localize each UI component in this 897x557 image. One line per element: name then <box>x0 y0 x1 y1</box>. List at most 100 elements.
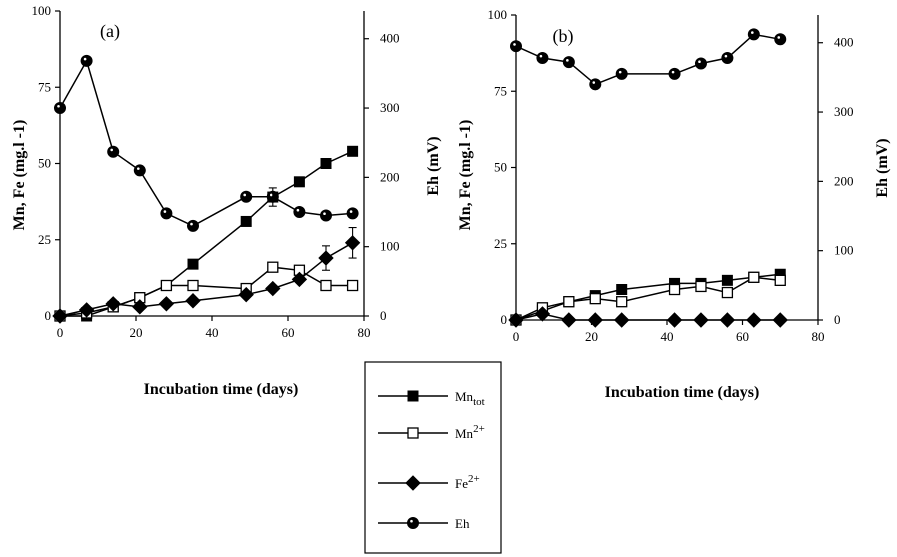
x-tick-label: 40 <box>661 329 674 344</box>
data-point <box>293 176 305 188</box>
series-fe2- <box>52 235 361 324</box>
x-tick-label: 20 <box>585 329 598 344</box>
data-point <box>562 56 575 69</box>
data-point <box>320 209 332 222</box>
marker-highlight <box>698 60 701 64</box>
data-point <box>721 286 734 299</box>
data-point <box>534 306 551 322</box>
data-point <box>693 312 709 328</box>
data-point <box>160 207 173 220</box>
legend-label-base: Fe <box>455 476 468 491</box>
data-point <box>721 51 734 64</box>
data-point <box>746 312 762 328</box>
legend-item-mn2: Mn2+ <box>378 423 485 441</box>
legend-label-subscript: tot <box>473 396 485 408</box>
marker-highlight <box>618 70 622 74</box>
data-point <box>185 293 201 309</box>
series-mn2- <box>54 261 359 322</box>
legend-label-base: Mn <box>455 389 474 404</box>
data-point <box>158 296 175 312</box>
data-point <box>561 312 577 328</box>
data-point <box>613 312 630 328</box>
data-point <box>320 279 332 292</box>
data-point <box>719 312 736 328</box>
marker-highlight <box>110 148 113 152</box>
x-axis-label: Incubation time (days) <box>144 381 299 398</box>
data-point <box>291 271 308 288</box>
legend-marker <box>407 390 419 402</box>
x-tick-label: 20 <box>130 325 143 340</box>
data-point <box>616 296 628 308</box>
right-y-tick-label: 300 <box>380 100 400 115</box>
legend-label-superscript: 2+ <box>473 423 485 435</box>
data-point <box>668 67 681 80</box>
marker-highlight <box>671 70 675 74</box>
marker-highlight <box>270 193 273 197</box>
data-point <box>666 312 683 328</box>
marker-highlight <box>296 208 300 212</box>
legend-label: Mntot <box>455 389 485 408</box>
series-line <box>515 276 781 321</box>
data-point <box>238 286 254 303</box>
marker-highlight <box>724 54 728 58</box>
data-point <box>320 158 332 169</box>
data-point <box>748 271 760 283</box>
data-point <box>772 312 788 328</box>
data-point <box>52 308 68 324</box>
legend-item-eh: Eh <box>378 516 470 531</box>
left-y-tick-label: 25 <box>494 236 507 251</box>
legend-item-mntot: Mntot <box>378 389 485 408</box>
right-y-axis-label: Eh (mV) <box>874 138 891 197</box>
data-point <box>589 78 602 91</box>
right-y-tick-label: 400 <box>380 31 400 46</box>
marker-highlight <box>410 519 413 523</box>
data-point <box>346 279 359 292</box>
data-point <box>187 258 199 270</box>
data-point <box>187 279 199 292</box>
right-y-tick-label: 400 <box>834 35 854 50</box>
panel-label: (a) <box>100 21 120 42</box>
series-line <box>59 58 353 227</box>
series-line <box>60 150 353 317</box>
marker-highlight <box>57 104 60 108</box>
legend-label: Mn2+ <box>455 423 485 441</box>
marker-highlight <box>539 54 543 58</box>
marker-highlight <box>137 167 140 170</box>
x-tick-label: 0 <box>57 325 64 340</box>
legend-label-base: Eh <box>455 516 470 531</box>
data-point <box>240 215 252 227</box>
data-point <box>80 54 93 67</box>
x-tick-label: 80 <box>812 329 825 344</box>
marker-highlight <box>243 193 246 197</box>
data-point <box>78 302 95 318</box>
left-y-tick-label: 25 <box>38 232 51 247</box>
marker-highlight <box>592 81 596 84</box>
legend-label: Eh <box>455 516 470 531</box>
left-y-tick-label: 100 <box>32 3 52 18</box>
legend-label-base: Mn <box>455 426 474 441</box>
series-eh <box>54 54 359 232</box>
right-y-axis-label: Eh (mV) <box>425 136 442 195</box>
legend-box <box>364 361 502 554</box>
data-point <box>105 296 121 312</box>
left-y-axis-label: Mn, Fe (mg.l -1) <box>11 120 28 231</box>
data-point <box>54 102 66 115</box>
left-y-tick-label: 100 <box>488 7 508 22</box>
data-point <box>346 207 359 220</box>
data-point <box>536 51 549 64</box>
left-y-tick-label: 50 <box>38 156 51 171</box>
data-point <box>240 190 253 203</box>
data-point <box>668 283 681 296</box>
legend-marker <box>407 427 419 439</box>
data-point <box>508 312 524 328</box>
legend-item-fe2: Fe2+ <box>378 473 480 491</box>
data-point <box>132 299 148 315</box>
left-y-tick-label: 0 <box>501 312 508 327</box>
series-line <box>515 33 781 86</box>
series-fe2- <box>508 306 788 328</box>
right-y-tick-label: 200 <box>834 173 854 188</box>
data-point <box>107 145 120 158</box>
panel-b-chart: 0 20 40 60 80 0 25 50 75 100 0 100 200 300 400 Mn, Fe (… <box>457 7 891 401</box>
